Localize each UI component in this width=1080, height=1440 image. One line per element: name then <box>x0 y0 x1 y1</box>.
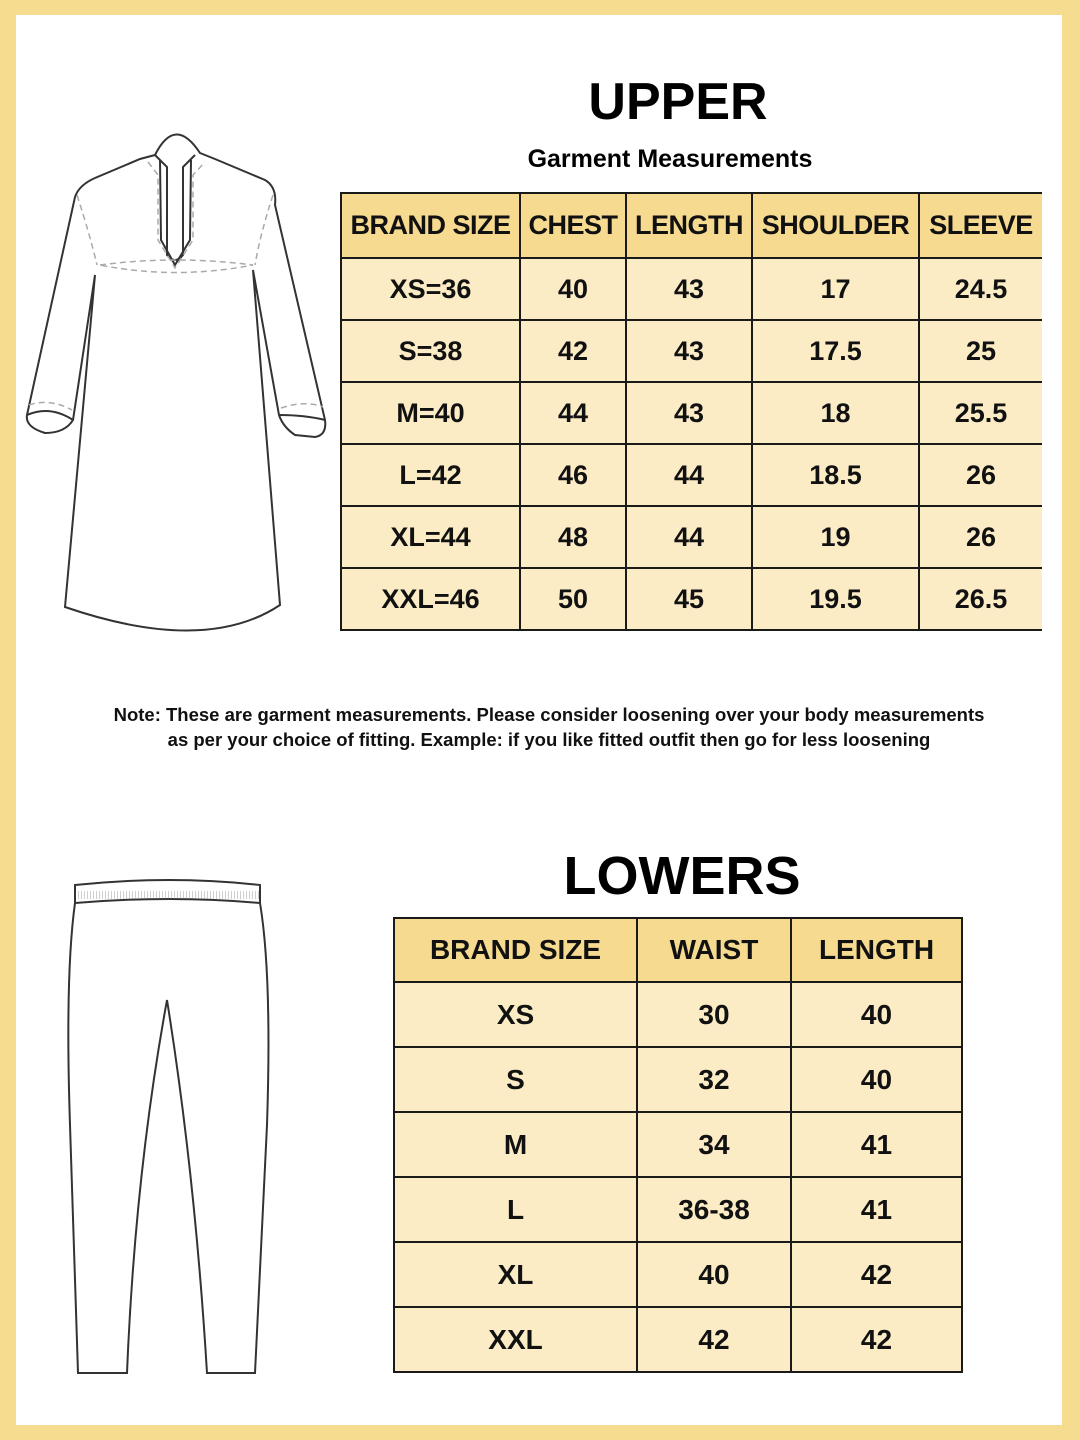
table-row: XXL 42 42 <box>393 1306 963 1373</box>
cell: XL=44 <box>340 505 521 569</box>
cell: 41 <box>790 1176 963 1243</box>
cell: 43 <box>625 257 753 321</box>
cell: M=40 <box>340 381 521 445</box>
header-chest: CHEST <box>519 192 627 259</box>
cell: 44 <box>625 505 753 569</box>
cell: 40 <box>519 257 627 321</box>
cell: 36-38 <box>636 1176 792 1243</box>
kurta-illustration <box>25 133 327 632</box>
table-row: XL 40 42 <box>393 1241 963 1308</box>
header-length: LENGTH <box>625 192 753 259</box>
cell: 26 <box>918 443 1042 507</box>
cell: 19 <box>751 505 920 569</box>
header-shoulder: SHOULDER <box>751 192 920 259</box>
table-row: L=42 46 44 18.5 26 <box>340 443 1042 507</box>
cell: 43 <box>625 381 753 445</box>
cell: 45 <box>625 567 753 631</box>
table-row: XL=44 48 44 19 26 <box>340 505 1042 569</box>
header-brand-size: BRAND SIZE <box>393 917 638 983</box>
table-row: XS=36 40 43 17 24.5 <box>340 257 1042 321</box>
cell: 19.5 <box>751 567 920 631</box>
table-row: S 32 40 <box>393 1046 963 1113</box>
cell: 32 <box>636 1046 792 1113</box>
header-brand-size: BRAND SIZE <box>340 192 521 259</box>
cell: 17 <box>751 257 920 321</box>
cell: 46 <box>519 443 627 507</box>
cell: XXL <box>393 1306 638 1373</box>
cell: 18 <box>751 381 920 445</box>
upper-subtitle: Garment Measurements <box>527 145 813 173</box>
note-line-1: Note: These are garment measurements. Pl… <box>113 704 985 725</box>
cell: 26 <box>918 505 1042 569</box>
cell: XS=36 <box>340 257 521 321</box>
cell: 40 <box>636 1241 792 1308</box>
cell: 42 <box>519 319 627 383</box>
fitting-note: Note: These are garment measurements. Pl… <box>60 702 1038 752</box>
cell: 34 <box>636 1111 792 1178</box>
cell: S=38 <box>340 319 521 383</box>
lowers-title: LOWERS <box>563 846 801 906</box>
table-row: XS 30 40 <box>393 981 963 1048</box>
cell: 24.5 <box>918 257 1042 321</box>
cell: XXL=46 <box>340 567 521 631</box>
cell: 25.5 <box>918 381 1042 445</box>
cell: S <box>393 1046 638 1113</box>
header-length: LENGTH <box>790 917 963 983</box>
table-header-row: BRAND SIZE CHEST LENGTH SHOULDER SLEEVE <box>340 192 1042 259</box>
cell: 26.5 <box>918 567 1042 631</box>
cell: L <box>393 1176 638 1243</box>
table-row: XXL=46 50 45 19.5 26.5 <box>340 567 1042 631</box>
table-row: M=40 44 43 18 25.5 <box>340 381 1042 445</box>
header-waist: WAIST <box>636 917 792 983</box>
cell: 41 <box>790 1111 963 1178</box>
cell: 42 <box>790 1306 963 1373</box>
table-header-row: BRAND SIZE WAIST LENGTH <box>393 917 963 983</box>
cell: 50 <box>519 567 627 631</box>
cell: 40 <box>790 1046 963 1113</box>
cell: XL <box>393 1241 638 1308</box>
table-row: M 34 41 <box>393 1111 963 1178</box>
table-row: S=38 42 43 17.5 25 <box>340 319 1042 383</box>
cell: 40 <box>790 981 963 1048</box>
cell: 25 <box>918 319 1042 383</box>
table-row: L 36-38 41 <box>393 1176 963 1243</box>
cell: 30 <box>636 981 792 1048</box>
cell: L=42 <box>340 443 521 507</box>
cell: 18.5 <box>751 443 920 507</box>
cell: 44 <box>625 443 753 507</box>
cell: 42 <box>790 1241 963 1308</box>
cell: 42 <box>636 1306 792 1373</box>
cell: XS <box>393 981 638 1048</box>
lowers-measurement-table: BRAND SIZE WAIST LENGTH XS 30 40 S 32 40 M 34… <box>393 917 963 1373</box>
cell: 43 <box>625 319 753 383</box>
cell: 44 <box>519 381 627 445</box>
note-line-2: as per your choice of fitting. Example: … <box>167 729 931 750</box>
upper-measurement-table: BRAND SIZE CHEST LENGTH SHOULDER SLEEVE … <box>340 192 1042 631</box>
cell: 17.5 <box>751 319 920 383</box>
header-sleeve: SLEEVE <box>918 192 1042 259</box>
upper-title: UPPER <box>588 73 768 131</box>
pants-illustration <box>67 879 270 1374</box>
cell: M <box>393 1111 638 1178</box>
cell: 48 <box>519 505 627 569</box>
